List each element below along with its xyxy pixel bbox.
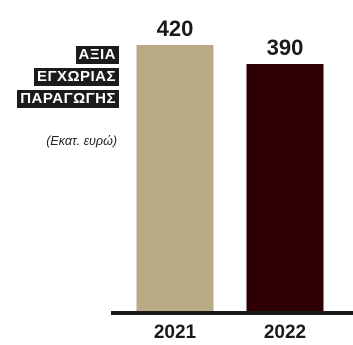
unit-label: (Εκατ. ευρώ) [46,134,117,148]
title-line-3: ΠΑΡΑΓΩΓΗΣ [17,90,119,108]
value-label-2021: 420 [157,16,194,41]
x-tick-label-2021: 2021 [154,322,197,343]
bar-2022 [246,64,324,311]
bar-2021 [136,45,214,311]
x-tick-label-2022: 2022 [264,322,306,343]
title-line-2: ΕΓΧΩΡΙΑΣ [33,68,119,86]
title-line-1: ΑΞΙΑ [75,46,119,64]
value-label-2022: 390 [267,35,304,60]
chart-title: ΑΞΙΑ ΕΓΧΩΡΙΑΣ ΠΑΡΑΓΩΓΗΣ [17,46,119,108]
